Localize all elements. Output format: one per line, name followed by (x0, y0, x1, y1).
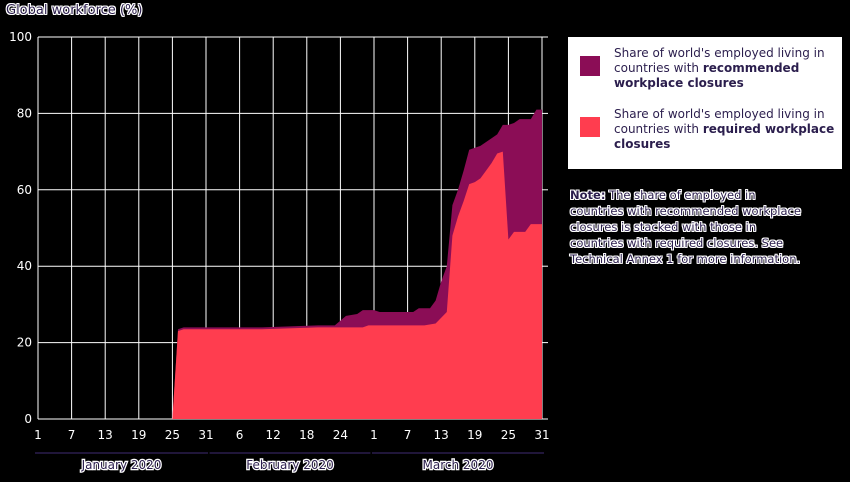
month-label: February 2020 (246, 458, 334, 472)
legend: Share of world's employed living in coun… (568, 37, 842, 169)
x-tick-label: 18 (299, 428, 314, 442)
x-tick-label: 7 (404, 428, 412, 442)
legend-item-required: Share of world's employed living in coun… (580, 107, 836, 152)
x-tick-label: 19 (467, 428, 482, 442)
legend-label-required: Share of world's employed living in coun… (614, 107, 836, 152)
axis-layer: 0 20 40 60 80 100 1 7 13 19 25 31 6 12 18 24 1 7 13 19 25 31 J… (9, 30, 550, 473)
legend-label-recommended-prefix: Share of world's employed living in coun… (614, 46, 825, 75)
x-tick-label: 31 (534, 428, 549, 442)
month-label: January 2020 (81, 458, 162, 472)
x-tick-label: 1 (34, 428, 42, 442)
y-tick-label: 20 (17, 336, 32, 350)
area-required-closures (38, 151, 542, 419)
x-tick-label: 7 (68, 428, 76, 442)
y-tick-label: 80 (17, 106, 32, 120)
x-tick-label: 13 (98, 428, 113, 442)
legend-swatch-recommended (580, 56, 600, 76)
y-tick-label: 60 (17, 183, 32, 197)
x-tick-label: 24 (333, 428, 348, 442)
y-tick-label: 0 (24, 412, 32, 426)
x-tick-label: 1 (370, 428, 378, 442)
x-tick-label: 13 (434, 428, 449, 442)
note-text: The share of employed in countries with … (570, 188, 801, 266)
legend-label-recommended: Share of world's employed living in coun… (614, 46, 836, 91)
legend-item-recommended: Share of world's employed living in coun… (580, 46, 836, 91)
y-tick-label: 40 (17, 259, 32, 273)
chart-note: Note: The share of employed in countries… (570, 187, 810, 267)
x-tick-label: 25 (165, 428, 180, 442)
x-tick-label: 12 (266, 428, 281, 442)
x-tick-label: 19 (131, 428, 146, 442)
note-label: Note: (570, 188, 606, 202)
legend-label-recommended-bold: recommended workplace closures (614, 61, 800, 90)
y-axis-title: Global workforce (%) (6, 3, 143, 18)
legend-label-required-prefix: Share of world's employed living in coun… (614, 107, 825, 136)
x-tick-label: 6 (236, 428, 244, 442)
x-tick-label: 31 (198, 428, 213, 442)
area-layer (38, 109, 542, 419)
y-tick-label: 100 (9, 30, 32, 44)
legend-label-required-bold: required workplace closures (614, 122, 835, 151)
month-label: March 2020 (423, 458, 494, 472)
x-tick-label: 25 (501, 428, 516, 442)
legend-swatch-required (580, 117, 600, 137)
